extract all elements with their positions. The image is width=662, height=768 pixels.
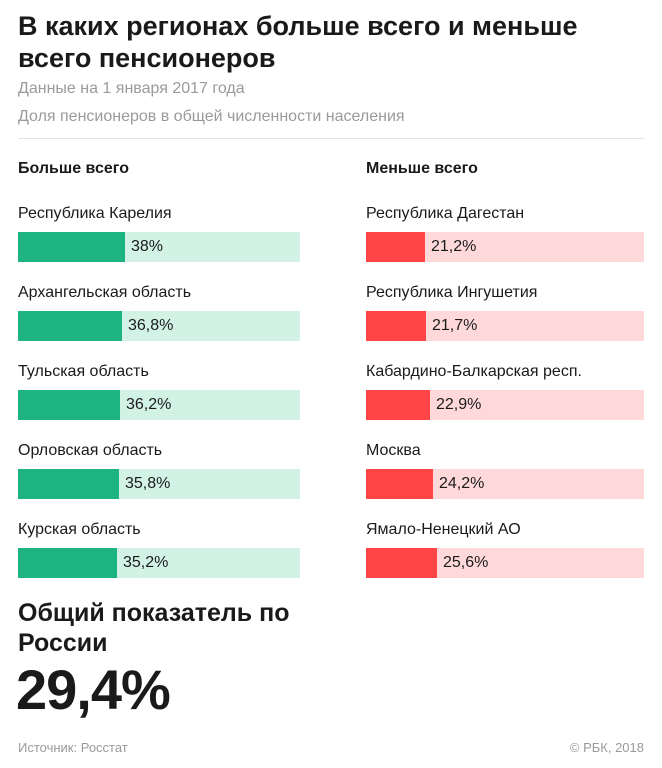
copyright-note: © РБК, 2018 — [569, 740, 644, 755]
header-divider — [18, 138, 644, 139]
category-label: Ямало-Ненецкий АО — [366, 521, 521, 538]
value-label: 24,2% — [439, 475, 485, 492]
bar-row: Республика Карелия 38% — [18, 204, 300, 262]
bar-row: Кабардино-Балкарская респ. 22,9% — [366, 362, 644, 420]
bar-row: Курская область 35,2% — [18, 520, 300, 578]
bar-track: 38% — [18, 232, 300, 262]
value-label: 22,9% — [436, 396, 482, 413]
bar-row: Тульская область 36,2% — [18, 362, 300, 420]
most-pensioners-heading: Больше всего — [18, 160, 130, 177]
bar — [366, 548, 437, 578]
bar-track: 36,2% — [18, 390, 300, 420]
category-label: Орловская область — [18, 442, 163, 459]
bar-track: 36,8% — [18, 311, 300, 341]
subtitle-measure: Доля пенсионеров в общей численности нас… — [18, 108, 405, 125]
value-label: 36,2% — [126, 396, 172, 413]
subtitle-date: Данные на 1 января 2017 года — [18, 80, 245, 97]
bar — [18, 311, 122, 341]
bar-track: 24,2% — [366, 469, 644, 499]
bar-track: 35,8% — [18, 469, 300, 499]
bar-row: Архангельская область 36,8% — [18, 283, 300, 341]
least-pensioners-heading: Меньше всего — [366, 160, 478, 177]
most-pensioners-panel: Больше всего Республика Карелия 38% Арханг… — [18, 158, 300, 578]
value-label: 21,2% — [431, 238, 477, 255]
category-label: Республика Ингушетия — [366, 284, 538, 301]
bar — [366, 311, 426, 341]
value-label: 35,8% — [125, 475, 171, 492]
bar-row: Республика Дагестан 21,2% — [366, 204, 644, 262]
value-label: 38% — [131, 238, 164, 255]
bar-row: Республика Ингушетия 21,7% — [366, 283, 644, 341]
overall-value: 29,4% — [16, 658, 171, 721]
bar — [366, 390, 430, 420]
bar — [366, 232, 425, 262]
category-label: Республика Карелия — [18, 205, 172, 222]
overall-label: Общий показатель по России — [18, 599, 290, 657]
bar-row: Ямало-Ненецкий АО 25,6% — [366, 520, 644, 578]
bar-track: 35,2% — [18, 548, 300, 578]
value-label: 21,7% — [432, 317, 478, 334]
value-label: 36,8% — [128, 317, 174, 334]
bar — [18, 390, 120, 420]
least-pensioners-panel: Меньше всего Республика Дагестан 21,2% Рес… — [366, 158, 644, 578]
bar-row: Орловская область 35,8% — [18, 441, 300, 499]
category-label: Республика Дагестан — [366, 205, 525, 222]
bar-row: Москва 24,2% — [366, 441, 644, 499]
bar-track: 22,9% — [366, 390, 644, 420]
bar-track: 21,2% — [366, 232, 644, 262]
chart-title: В каких регионах больше всего и меньше в… — [18, 11, 578, 73]
category-label: Кабардино-Балкарская респ. — [366, 363, 582, 380]
bar-track: 21,7% — [366, 311, 644, 341]
category-label: Архангельская область — [18, 284, 192, 301]
value-label: 25,6% — [443, 554, 489, 571]
source-note: Источник: Росстат — [18, 740, 128, 755]
bar — [18, 232, 125, 262]
bar — [366, 469, 433, 499]
value-label: 35,2% — [123, 554, 169, 571]
category-label: Москва — [366, 442, 421, 459]
category-label: Курская область — [18, 521, 141, 538]
bar — [18, 469, 119, 499]
category-label: Тульская область — [18, 363, 149, 380]
bar — [18, 548, 117, 578]
bar-track: 25,6% — [366, 548, 644, 578]
